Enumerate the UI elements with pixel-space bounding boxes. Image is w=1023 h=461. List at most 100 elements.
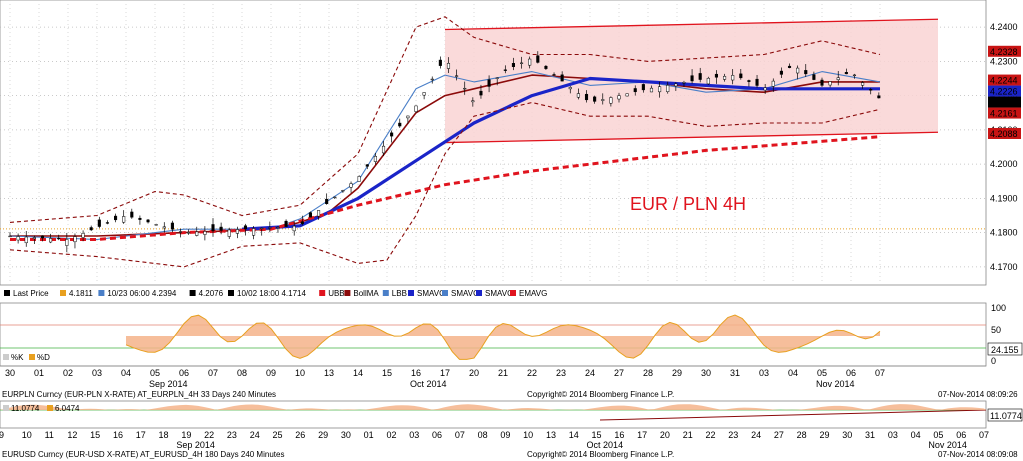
price-label-box (988, 45, 1021, 57)
x-tick-label: 27 (614, 368, 624, 378)
series-smavg-3 (241, 76, 880, 231)
price-panel: EUR / PLN 4H 4.24004.23004.22004.21004.2… (0, 0, 1021, 286)
legend-swatch (189, 290, 196, 296)
chart-title: EUR / PLN 4H (630, 194, 746, 214)
x2-month-label: Sep 2014 (176, 440, 215, 450)
candle-body (97, 219, 101, 227)
candle-body (170, 222, 174, 230)
x2-tick-label: 17 (637, 430, 647, 440)
series-ubb-5 (9, 16, 881, 223)
x2-month-label: Oct 2014 (587, 440, 624, 450)
candle-body (146, 219, 150, 223)
x-tick-label: 30 (5, 368, 15, 378)
candle-body (755, 78, 759, 86)
x-axis-2: 9 10 11 12 15 16 17 18 19 22 23 24 25 26 29 30 01 02 03 06 0… (0, 430, 989, 450)
eurusd-panel: 11.0774 6.0474 11.0774 (0, 400, 1023, 429)
stoch-level-label: 24.155 (991, 345, 1019, 355)
candle-body (73, 236, 77, 243)
x2-tick-label: 31 (865, 430, 875, 440)
candle-body (211, 224, 215, 232)
candle-body (723, 76, 727, 80)
x2-tick-label: 24 (751, 430, 761, 440)
candle-body (641, 84, 645, 91)
footer1-right: 07-Nov-2014 08:09:26 (938, 390, 1018, 399)
footer2-right: 07-Nov-2014 08:09:08 (938, 450, 1018, 459)
eurusd-trend (599, 409, 987, 421)
legend-swatch (60, 290, 66, 296)
y-tick-label: 4.2300 (990, 56, 1018, 66)
stoch-legend-k: %K (11, 353, 24, 362)
candle-body (341, 190, 345, 192)
eurusd-legend-b: 6.0474 (55, 404, 80, 413)
price-label-box (988, 74, 1021, 86)
footer1-center: Copyright© 2014 Bloomberg Finance L.P. (527, 390, 674, 399)
y-tick-label: 4.1700 (990, 262, 1018, 272)
price-label: 4.2189 (990, 98, 1018, 108)
x2-tick-label: 23 (227, 430, 237, 440)
eurusd-frame (0, 400, 987, 429)
footer2-center: Copyright© 2014 Bloomberg Finance L.P. (527, 450, 674, 459)
price-label: 4.2088 (990, 129, 1018, 139)
candle-body (187, 232, 191, 234)
stoch-tick-label: 100 (991, 303, 1006, 313)
candle-body (576, 93, 580, 98)
x2-tick-label: 21 (683, 430, 693, 440)
candle-body (747, 80, 751, 82)
x2-tick-label: 15 (90, 430, 100, 440)
series-lbb-6 (9, 101, 881, 268)
candle-body (357, 176, 361, 182)
candle-body (455, 75, 459, 77)
x2-tick-label: 07 (979, 430, 989, 440)
legend-item: BollMA (353, 289, 379, 298)
candle-body (560, 74, 564, 82)
x2-tick-label: 05 (933, 430, 943, 440)
x-tick-label: 07 (875, 368, 885, 378)
candle-body (398, 122, 402, 127)
x2-month-label: Nov 2014 (928, 440, 967, 450)
candle-body (593, 96, 597, 102)
legend-item: 10/02 18:00 4.1714 (237, 289, 307, 298)
candle-body (16, 236, 20, 241)
candle-body (252, 228, 256, 236)
candle-body (836, 77, 840, 81)
x2-tick-label: 28 (797, 430, 807, 440)
candle-body (690, 75, 694, 82)
legend-item: 10/23 06:00 4.2394 (107, 289, 177, 298)
stochastic-k-line (125, 314, 881, 360)
x-tick-label: 09 (266, 368, 276, 378)
candle-body (877, 95, 881, 99)
x-tick-label: 22 (527, 368, 537, 378)
x2-tick-label: 10 (523, 430, 533, 440)
x-month-label: Nov 2014 (816, 379, 855, 389)
legend-swatch (344, 290, 351, 296)
x2-tick-label: 03 (888, 430, 898, 440)
x2-tick-label: 13 (546, 430, 556, 440)
legend-swatch (442, 290, 448, 296)
candle-body (446, 63, 451, 69)
price-label-box (988, 127, 1021, 139)
candle-body (869, 89, 873, 91)
stoch-tick-label: 50 (991, 325, 1001, 335)
candle-body (292, 225, 296, 232)
candle-body (381, 145, 386, 154)
candle-body (706, 77, 710, 85)
candle-body (235, 229, 239, 234)
x-tick-label: 15 (382, 368, 392, 378)
x2-tick-label: 16 (113, 430, 123, 440)
x-tick-label: 02 (63, 368, 73, 378)
candle-body (731, 75, 735, 81)
x2-tick-label: 16 (614, 430, 624, 440)
candle-body (609, 97, 613, 104)
x-month-label: Sep 2014 (149, 379, 188, 389)
stochastic-panel: 100 50 0 %K %D 24.155 (0, 302, 1023, 367)
x2-tick-label: 23 (728, 430, 738, 440)
candle-body (796, 67, 800, 74)
legend-item: Last Price (13, 289, 49, 298)
x-tick-label: 05 (150, 368, 160, 378)
candle-body (844, 72, 848, 75)
x-tick-label: 01 (34, 368, 44, 378)
y-tick-label: 4.2000 (990, 159, 1018, 169)
x2-tick-label: 22 (706, 430, 716, 440)
x-tick-label: 21 (498, 368, 508, 378)
candle-body (373, 155, 377, 162)
